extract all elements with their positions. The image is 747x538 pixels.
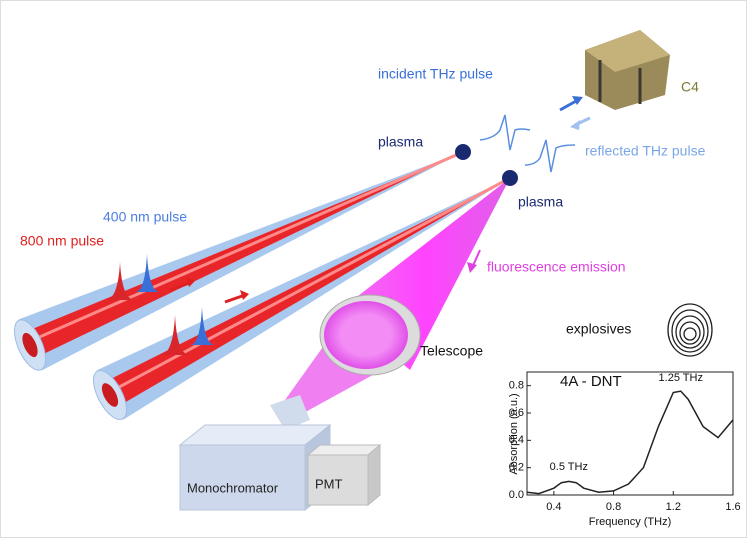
x-axis-label: Frequency (THz)	[589, 516, 672, 528]
annotation: 1.25 THz	[659, 372, 703, 384]
y-tick-label: 0.6	[509, 407, 524, 419]
x-tick-label: 0.8	[606, 501, 621, 513]
x-tick-label: 1.6	[725, 501, 740, 513]
label: fluorescence emission	[487, 259, 626, 275]
label: 400 nm pulse	[103, 209, 187, 225]
x-tick-label: 1.2	[666, 501, 681, 513]
telescope-lens	[324, 301, 408, 369]
label: reflected THz pulse	[585, 143, 706, 159]
y-tick-label: 0.8	[509, 380, 524, 392]
label: C4	[681, 79, 699, 95]
pmt	[308, 445, 380, 505]
label: plasma	[378, 134, 423, 150]
x-tick-label: 0.4	[546, 501, 561, 513]
y-tick-label: 0.0	[509, 489, 524, 501]
label: PMT	[315, 476, 343, 491]
annotation: 0.5 THz	[550, 461, 588, 473]
label: Telescope	[420, 343, 483, 359]
y-tick-label: 0.2	[509, 462, 524, 474]
plot-frame	[527, 372, 733, 495]
label: Monochromator	[187, 480, 279, 495]
label: incident THz pulse	[378, 66, 493, 82]
diagram: incident THz pulse C4 plasma reflected T…	[0, 0, 747, 538]
label: 800 nm pulse	[20, 233, 104, 249]
chart-title: 4A - DNT	[560, 373, 622, 390]
plasma-spot	[502, 170, 518, 186]
label: explosives	[566, 321, 631, 337]
plasma-spot	[455, 144, 471, 160]
label: plasma	[518, 194, 563, 210]
y-tick-label: 0.4	[509, 434, 524, 446]
